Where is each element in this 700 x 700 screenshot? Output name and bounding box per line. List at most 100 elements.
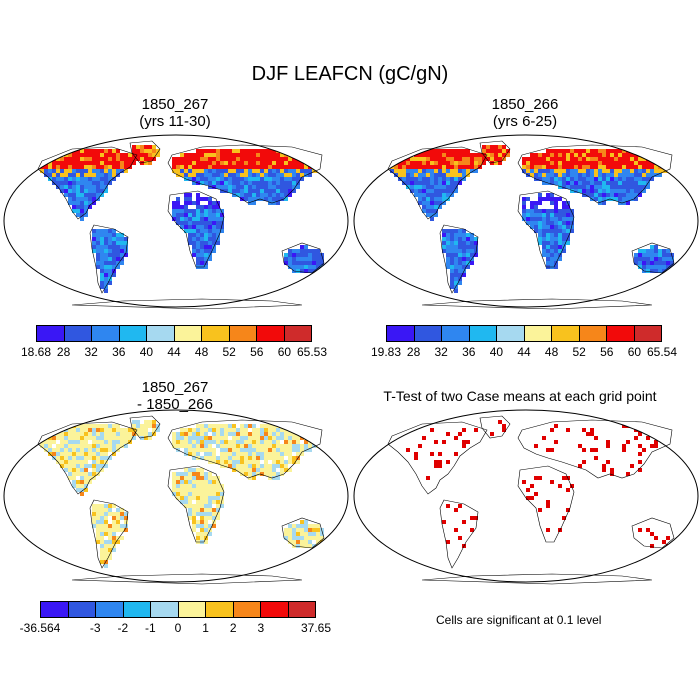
colorbar-box — [202, 326, 230, 341]
panel3-title-line2: - 1850_266 — [137, 396, 213, 413]
colorbar-box — [206, 602, 234, 617]
panel1-title: 1850_267 (yrs 11-30) — [70, 96, 280, 130]
map-fill-layer — [390, 145, 674, 293]
panel2-title: 1850_266 (yrs 6-25) — [420, 96, 630, 130]
panel2-title-line2: (yrs 6-25) — [492, 113, 558, 130]
map-panel-1850-266 — [353, 134, 699, 310]
colorbar-box — [119, 326, 147, 341]
colorbar-box — [634, 326, 661, 341]
colorbar-box — [123, 602, 151, 617]
map-fill-layer — [406, 420, 674, 548]
colorbar-box — [174, 326, 202, 341]
panel3-title: 1850_267 - 1850_266 — [70, 379, 280, 413]
colorbar-box — [229, 326, 257, 341]
panel2-title-line1: 1850_266 — [491, 96, 559, 113]
colorbar-box — [92, 326, 120, 341]
colorbar-label: 28 — [56, 345, 71, 359]
colorbar-label: -1 — [145, 621, 156, 635]
panel3-title-line1: 1850_267 — [141, 379, 209, 396]
map-panel-1850-267 — [3, 134, 349, 310]
coastline-south-america — [439, 499, 479, 569]
colorbar-label: -36.564 — [19, 621, 61, 635]
colorbar-label: 65.53 — [296, 345, 328, 359]
coastline-south-america — [89, 224, 129, 294]
colorbar-label: 3 — [257, 621, 265, 635]
coastline-africa — [517, 190, 575, 268]
coastline-africa — [167, 465, 225, 543]
colorbar-box — [284, 326, 311, 341]
colorbar-box — [524, 326, 552, 341]
colorbar-panel1: 18.68 28 32 36 40 44 48 52 56 60 65.53 — [21, 325, 327, 365]
coastline-europe-asia — [167, 419, 323, 479]
colorbar-boxes — [36, 325, 312, 342]
colorbar-box — [96, 602, 124, 617]
colorbar-label: 44 — [167, 345, 181, 359]
colorbar-boxes — [40, 601, 316, 618]
coastline-antarctica — [421, 573, 653, 585]
colorbar-label: 60 — [627, 345, 642, 359]
coastline-greenland — [129, 415, 161, 439]
colorbar-label: 40 — [139, 345, 154, 359]
map-panel-ttest — [353, 409, 699, 585]
colorbar-label: 18.68 — [20, 345, 52, 359]
colorbar-box — [64, 326, 92, 341]
colorbar-box — [68, 602, 96, 617]
colorbar-box — [497, 326, 525, 341]
significance-note: Cells are significant at 0.1 level — [436, 613, 602, 627]
panel4-title: T-Test of two Case means at each grid po… — [340, 388, 700, 405]
coastline-antarctica — [71, 573, 303, 585]
coastline-europe-asia — [167, 144, 323, 204]
colorbar-label: 1 — [202, 621, 209, 635]
colorbar-label: 37.65 — [300, 621, 332, 635]
colorbar-label: 48 — [194, 345, 209, 359]
coastline-greenland — [479, 140, 511, 164]
coastline-africa — [517, 465, 575, 543]
colorbar-label: 44 — [517, 345, 531, 359]
coastline-south-america — [439, 224, 479, 294]
coastline-greenland — [479, 415, 511, 439]
colorbar-label: 52 — [222, 345, 236, 359]
coastline-australia — [631, 242, 675, 274]
coastline-australia — [281, 517, 325, 549]
coastline-europe-asia — [517, 144, 673, 204]
colorbar-label: 56 — [600, 345, 614, 359]
colorbar-label: 2 — [229, 621, 237, 635]
colorbar-panel3: -36.564 -3 -2 -1 0 1 2 3 37.65 — [20, 601, 331, 641]
colorbar-label: 32 — [84, 345, 98, 359]
colorbar-box — [178, 602, 206, 617]
coastline-south-america — [89, 499, 129, 569]
map-panel-difference — [3, 409, 349, 585]
colorbar-label: -2 — [117, 621, 129, 635]
panel1-title-line2: (yrs 11-30) — [139, 113, 211, 130]
map-frame — [353, 409, 699, 583]
colorbar-box — [469, 326, 497, 341]
colorbar-label: 36 — [462, 345, 476, 359]
colorbar-label: 60 — [277, 345, 292, 359]
colorbar-box — [607, 326, 635, 341]
map-frame — [3, 409, 349, 583]
colorbar-label: 52 — [572, 345, 586, 359]
colorbar-label: 48 — [544, 345, 559, 359]
colorbar-box — [414, 326, 442, 341]
map-frame — [353, 134, 699, 308]
colorbar-label: 36 — [112, 345, 126, 359]
coastline-europe-asia — [517, 419, 673, 479]
colorbar-box — [41, 602, 69, 617]
coastline-antarctica — [421, 298, 653, 310]
coastline-australia — [631, 517, 675, 549]
panel4-title-line1: T-Test of two Case means at each grid po… — [383, 388, 657, 404]
coastline-africa — [167, 190, 225, 268]
colorbar-box — [257, 326, 285, 341]
colorbar-box — [151, 602, 179, 617]
colorbar-box — [442, 326, 470, 341]
colorbar-label: 19.83 — [370, 345, 402, 359]
colorbar-label: 40 — [489, 345, 504, 359]
colorbar-label: -3 — [89, 621, 101, 635]
coastline-greenland — [129, 140, 161, 164]
panel1-title-line1: 1850_267 — [141, 96, 209, 113]
colorbar-box — [387, 326, 415, 341]
colorbar-box — [288, 602, 315, 617]
figure-title: DJF LEAFCN (gC/gN) — [251, 63, 449, 85]
coastline-australia — [281, 242, 325, 274]
colorbar-panel2: 19.83 28 32 36 40 44 48 52 56 60 65.54 — [371, 325, 677, 365]
